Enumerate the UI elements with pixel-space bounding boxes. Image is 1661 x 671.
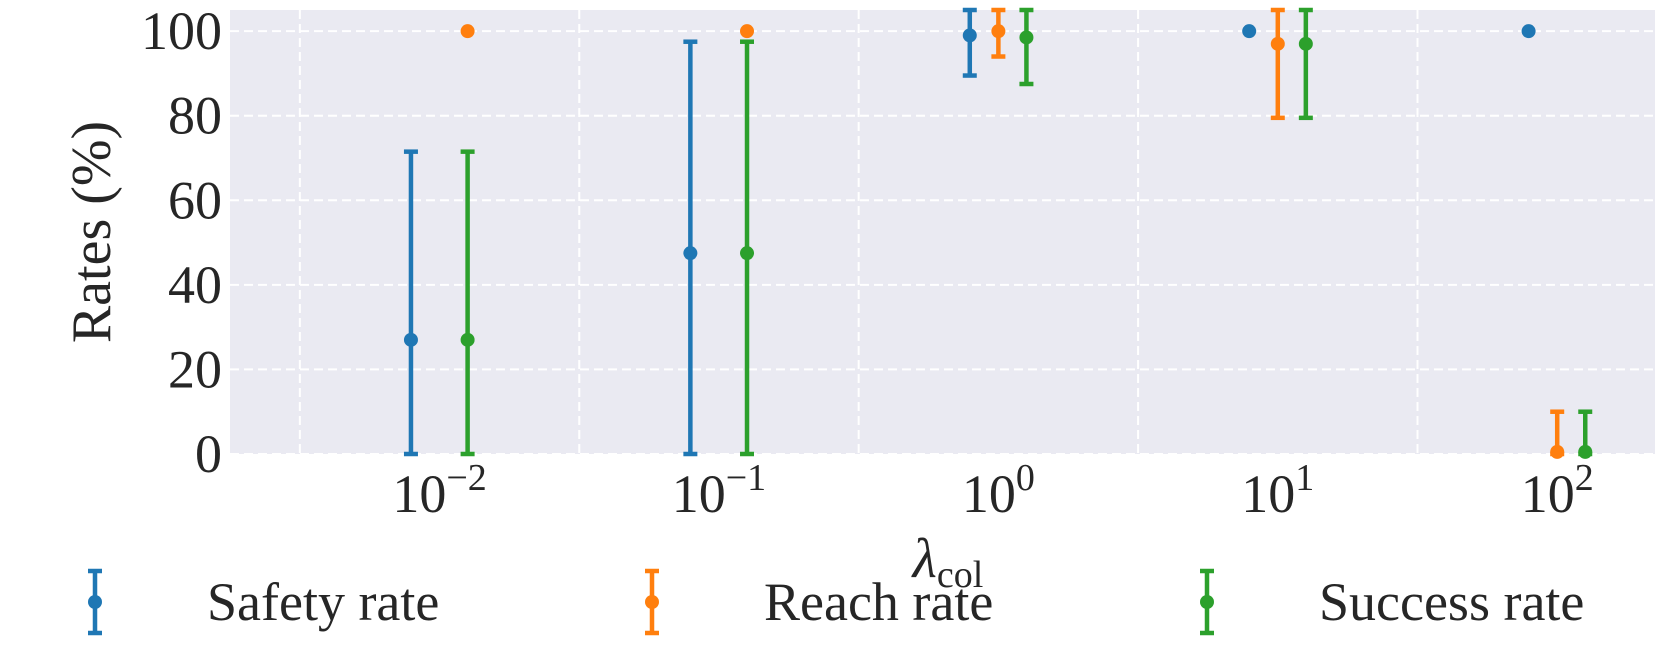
data-point [460,24,475,39]
y-axis-label: Rates (%) [61,121,123,343]
data-point [1019,30,1034,45]
y-tick-label: 0 [195,424,222,484]
gridlines [230,10,1655,455]
data-point [683,246,698,261]
plot-area [230,10,1655,454]
legend-label: Success rate [1319,572,1584,632]
x-tick-label-exponent: 2 [1575,457,1594,499]
data-point [1270,36,1285,51]
x-axis-label-base: λ [911,528,937,590]
data-point [962,28,977,43]
y-tick-label: 40 [168,255,222,315]
data-series [403,7,1593,459]
data-point [1521,24,1536,39]
legend-item: Reach rate [645,568,993,636]
data-point [740,246,755,261]
data-point [740,24,755,39]
x-tick-label: 10−2 [392,457,486,524]
series-safety-rate [403,7,1536,457]
y-tick-label: 80 [168,86,222,146]
data-point [403,332,418,347]
x-tick-label: 102 [1521,457,1594,524]
y-tick-label: 20 [168,339,222,399]
legend-marker-point [645,595,659,609]
data-point [991,24,1006,39]
x-tick-label: 101 [1241,457,1314,524]
data-point [1550,444,1565,459]
legend: Safety rate Reach rate Success rate [88,568,1584,636]
x-tick-label-base: 10 [1521,464,1575,524]
legend-label: Reach rate [764,572,993,632]
x-tick-label: 10−1 [672,457,766,524]
x-tick-label-base: 10 [392,464,446,524]
data-point [1578,444,1593,459]
x-axis: 10−2 10−1 100 101 102 [392,457,1593,524]
x-tick-label-exponent: 1 [1295,457,1314,499]
x-tick-label-exponent: 0 [1016,457,1035,499]
series-success-rate [460,7,1593,459]
data-point [1298,36,1313,51]
legend-marker-point [88,595,102,609]
y-axis: 0 20 40 60 80 100 [141,1,222,484]
legend-marker-point [1200,595,1214,609]
x-axis-label: λcol [911,528,984,596]
legend-item: Safety rate [88,568,439,636]
x-tick-label-exponent: −2 [446,457,486,499]
x-tick-label-base: 10 [962,464,1016,524]
y-tick-label: 100 [141,1,222,61]
y-tick-label: 60 [168,170,222,230]
x-tick-label: 100 [962,457,1035,524]
x-tick-label-base: 10 [672,464,726,524]
data-point [1242,24,1257,39]
legend-item: Success rate [1200,568,1584,636]
data-point [460,332,475,347]
x-axis-label-sub: col [937,554,983,596]
x-tick-label-exponent: −1 [726,457,766,499]
x-tick-label-base: 10 [1241,464,1295,524]
legend-label: Safety rate [207,572,439,632]
series-reach-rate [460,7,1565,459]
